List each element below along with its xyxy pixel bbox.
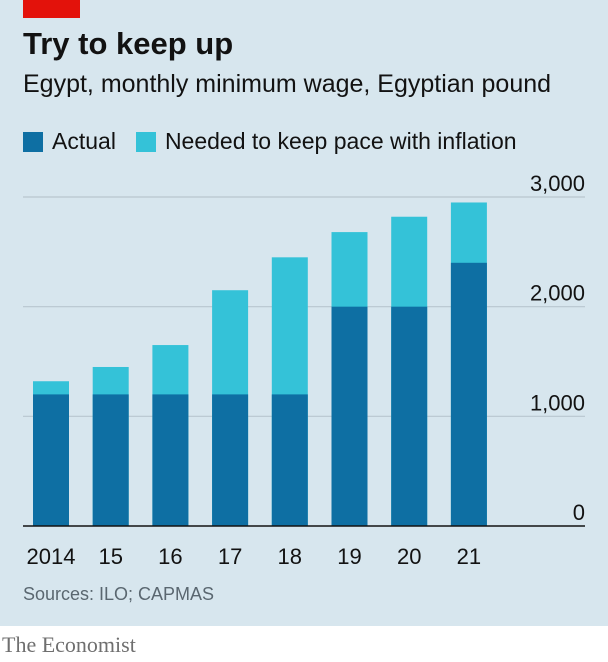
y-tick-label: 1,000 xyxy=(530,390,585,415)
y-tick-label: 3,000 xyxy=(530,171,585,196)
legend-label-needed: Needed to keep pace with inflation xyxy=(164,128,517,154)
legend-label-actual: Actual xyxy=(52,128,116,154)
bar-actual xyxy=(212,394,249,526)
legend-item-needed: Needed to keep pace with inflation xyxy=(135,128,517,155)
legend-item-actual: Actual xyxy=(23,128,116,155)
source-note: Sources: ILO; CAPMAS xyxy=(23,584,215,604)
bar-actual xyxy=(450,262,487,526)
bar-chart: 2014 15 16 17 18 19 20 21 0 1,000 2,000 3,000 xyxy=(23,171,585,569)
x-tick-label: 21 xyxy=(457,544,481,569)
x-tick-label: 19 xyxy=(337,544,361,569)
bar-actual xyxy=(391,306,428,526)
x-tick-label: 16 xyxy=(158,544,182,569)
y-tick-label: 0 xyxy=(573,500,585,525)
x-tick-label: 2014 xyxy=(27,544,76,569)
x-tick-label: 20 xyxy=(397,544,421,569)
chart-title: Try to keep up xyxy=(23,26,234,61)
x-tick-label: 15 xyxy=(98,544,122,569)
bar-actual xyxy=(331,306,368,526)
bar-actual xyxy=(152,394,189,526)
bar-actual xyxy=(271,394,308,526)
legend-swatch-actual xyxy=(23,131,43,152)
brand-red-tag xyxy=(23,0,80,18)
x-tick-label: 18 xyxy=(278,544,302,569)
bar-actual xyxy=(33,394,69,526)
y-tick-label: 2,000 xyxy=(530,281,585,306)
bar-actual xyxy=(92,394,129,526)
x-tick-label: 17 xyxy=(218,544,242,569)
legend: Actual Needed to keep pace with inflatio… xyxy=(23,128,537,155)
chart-subtitle: Egypt, monthly minimum wage, Egyptian po… xyxy=(23,70,552,98)
legend-swatch-needed xyxy=(135,131,156,152)
publisher-wordmark: The Economist xyxy=(2,632,136,657)
